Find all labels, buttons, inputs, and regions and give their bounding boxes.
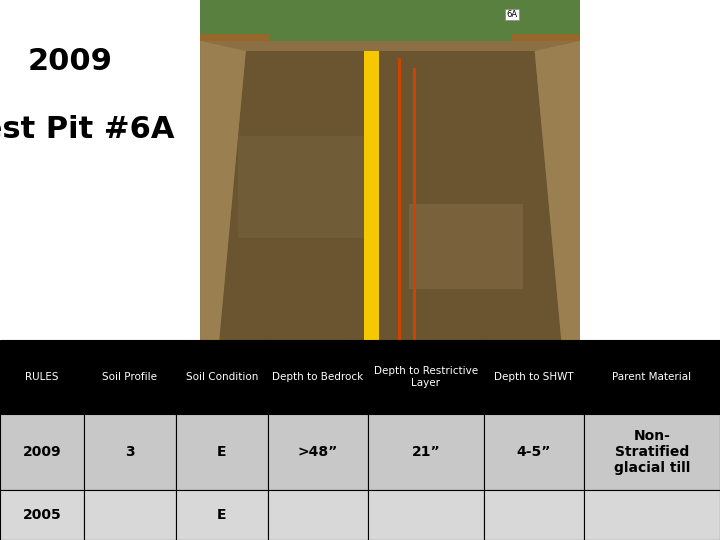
Bar bbox=[409, 204, 523, 289]
Bar bbox=[512, 34, 580, 75]
Text: Depth to Restrictive
Layer: Depth to Restrictive Layer bbox=[374, 366, 478, 388]
Text: 3: 3 bbox=[125, 445, 135, 459]
Text: Depth to Bedrock: Depth to Bedrock bbox=[272, 372, 364, 382]
Text: 2009: 2009 bbox=[23, 445, 61, 459]
Text: Soil Profile: Soil Profile bbox=[102, 372, 158, 382]
Bar bbox=[484, 340, 584, 414]
Bar bbox=[398, 58, 401, 340]
Text: 6A: 6A bbox=[506, 10, 518, 19]
Bar bbox=[368, 414, 484, 490]
Text: >48”: >48” bbox=[298, 445, 338, 459]
Text: Non-
Stratified
glacial till: Non- Stratified glacial till bbox=[614, 429, 690, 475]
Bar bbox=[176, 340, 268, 414]
Bar bbox=[584, 340, 720, 414]
Bar bbox=[268, 340, 368, 414]
Bar bbox=[0, 340, 84, 414]
Bar bbox=[413, 68, 416, 340]
Bar bbox=[368, 340, 484, 414]
Text: E: E bbox=[217, 508, 227, 522]
Text: 2009: 2009 bbox=[27, 47, 112, 76]
Bar bbox=[484, 414, 584, 490]
Text: E: E bbox=[217, 445, 227, 459]
Bar bbox=[584, 414, 720, 490]
Bar bbox=[200, 0, 580, 41]
Polygon shape bbox=[200, 41, 246, 340]
Polygon shape bbox=[219, 51, 562, 340]
Text: Test Pit #6A: Test Pit #6A bbox=[0, 115, 175, 144]
Text: Soil Condition: Soil Condition bbox=[186, 372, 258, 382]
Bar bbox=[268, 414, 368, 490]
Bar bbox=[200, 34, 269, 75]
Text: 4-5”: 4-5” bbox=[517, 445, 552, 459]
Bar bbox=[484, 490, 584, 540]
Bar bbox=[84, 340, 176, 414]
Bar bbox=[84, 414, 176, 490]
Text: Depth to SHWT: Depth to SHWT bbox=[494, 372, 574, 382]
Bar bbox=[584, 490, 720, 540]
Bar bbox=[0, 490, 84, 540]
Text: Parent Material: Parent Material bbox=[613, 372, 692, 382]
Bar bbox=[84, 490, 176, 540]
Bar bbox=[268, 490, 368, 540]
Text: 2005: 2005 bbox=[22, 508, 61, 522]
Text: RULES: RULES bbox=[25, 372, 59, 382]
Bar bbox=[0, 414, 84, 490]
Bar bbox=[176, 414, 268, 490]
Bar bbox=[200, 41, 580, 340]
Text: 21”: 21” bbox=[412, 445, 441, 459]
Bar bbox=[176, 490, 268, 540]
Bar bbox=[364, 51, 379, 340]
Polygon shape bbox=[535, 41, 580, 340]
Bar bbox=[200, 0, 580, 51]
Bar bbox=[238, 136, 372, 238]
Bar bbox=[368, 490, 484, 540]
